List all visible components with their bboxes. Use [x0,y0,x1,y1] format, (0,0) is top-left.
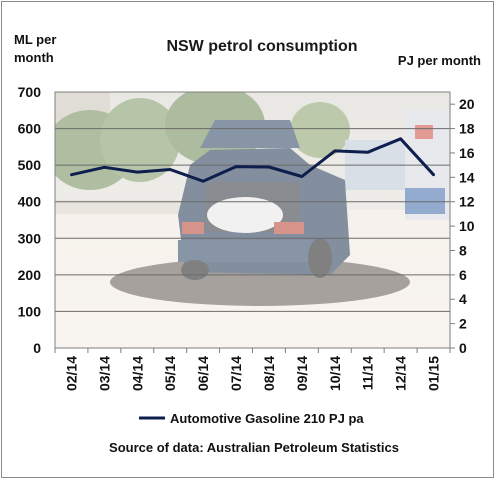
left-tick-label: 100 [18,303,42,319]
source-note: Source of data: Australian Petroleum Sta… [109,440,399,455]
x-tick-label: 03/14 [96,356,112,391]
left-tick-label: 600 [18,121,42,137]
x-tick-label: 10/14 [327,356,343,391]
x-tick-label: 09/14 [294,356,310,391]
right-tick-label: 4 [459,291,467,307]
left-tick-label: 300 [18,230,42,246]
x-tick-label: 02/14 [63,356,79,391]
left-tick-label: 200 [18,267,42,283]
left-axis-title-line-1: ML per [14,32,56,47]
x-tick-label: 12/14 [393,356,409,391]
right-axis-ticks: 0 2 4 6 8 10 12 14 16 18 20 [450,96,475,356]
right-tick-label: 20 [459,96,475,112]
right-tick-label: 16 [459,145,475,161]
right-tick-label: 12 [459,194,475,210]
left-axis-ticks: 0 100 200 300 400 500 600 700 [18,84,42,356]
left-tick-label: 700 [18,84,42,100]
x-tick-label: 07/14 [228,356,244,391]
car-refuelling-photo [55,92,450,348]
right-tick-label: 18 [459,121,475,137]
left-axis-title-line-2: month [14,50,54,65]
right-tick-label: 2 [459,316,467,332]
legend-label: Automotive Gasoline 210 PJ pa [170,411,364,426]
x-tick-label: 08/14 [261,356,277,391]
left-tick-label: 400 [18,194,42,210]
left-tick-label: 0 [33,340,41,356]
x-tick-label: 04/14 [129,356,145,391]
series-line [70,137,435,183]
series-group [70,137,435,183]
right-tick-label: 0 [459,340,467,356]
chart-title: NSW petrol consumption [166,38,357,55]
gridlines [55,128,450,312]
left-tick-label: 500 [18,157,42,173]
right-tick-label: 14 [459,169,475,185]
right-tick-label: 10 [459,218,475,234]
right-axis-title: PJ per month [398,53,481,68]
x-tick-label: 05/14 [162,356,178,391]
right-tick-label: 8 [459,242,467,258]
x-axis-ticks: 02/14 03/14 04/14 05/14 06/14 07/14 08/14 09/14… [54,348,451,391]
right-tick-label: 6 [459,267,467,283]
x-tick-label: 11/14 [360,356,376,390]
x-tick-label: 06/14 [195,356,211,391]
x-tick-label: 01/15 [426,356,442,391]
